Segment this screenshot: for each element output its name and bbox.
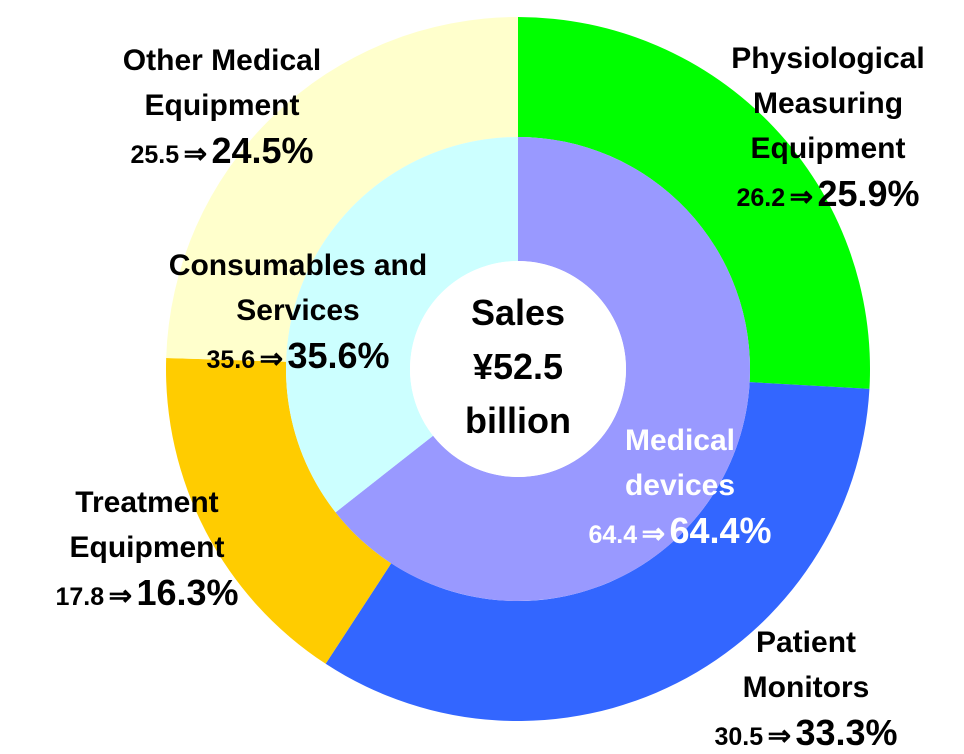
change-symbol: ⇒: [641, 518, 666, 549]
segment-label: Consumables and Services 35.6 ⇒ 35.6%: [163, 243, 433, 387]
previous-value: 25.5: [130, 141, 180, 169]
change-symbol: ⇒: [108, 580, 133, 611]
value-label: 64.4%: [669, 510, 772, 551]
previous-value: 17.8: [55, 583, 105, 611]
segment-value: 26.2 ⇒ 25.9%: [703, 171, 953, 225]
segment-name: Consumables and Services: [168, 249, 428, 327]
donut-segment: [518, 17, 870, 389]
value-label: 24.5%: [211, 130, 314, 171]
donut-hole: [410, 261, 626, 477]
donut-segment: [325, 382, 870, 721]
center-label: ¥52.5: [472, 346, 564, 387]
value-label: 16.3%: [136, 572, 239, 613]
previous-value: 35.6: [206, 346, 256, 374]
segment-value: 25.5 ⇒ 24.5%: [72, 128, 372, 182]
segment-value: 30.5 ⇒ 33.3%: [706, 710, 906, 754]
segment-name: Patient Monitors: [742, 626, 870, 704]
segment-value: 17.8 ⇒ 16.3%: [32, 570, 262, 624]
value-label: 35.6%: [287, 335, 390, 376]
donut-segment: [166, 357, 392, 664]
previous-value: 30.5: [714, 723, 764, 751]
segment-name: Treatment Equipment: [69, 486, 225, 564]
change-symbol: ⇒: [183, 138, 208, 169]
change-symbol: ⇒: [789, 181, 814, 212]
segment-name: Medical devices: [624, 424, 736, 502]
segment-label: Physiological Measuring Equipment 26.2 ⇒ …: [703, 36, 953, 225]
donut-segment: [166, 17, 518, 362]
segment-value: 35.6 ⇒ 35.6%: [163, 333, 433, 387]
segment-name: Physiological Measuring Equipment: [731, 42, 925, 165]
value-label: 33.3%: [795, 712, 898, 753]
change-symbol: ⇒: [767, 720, 792, 751]
value-label: 25.9%: [817, 173, 920, 214]
donut-segment: [286, 137, 518, 513]
center-label: billion: [465, 400, 571, 441]
segment-label: Patient Monitors 30.5 ⇒ 33.3%: [706, 620, 906, 754]
segment-label: Medical devices 64.4 ⇒ 64.4%: [580, 418, 780, 562]
segment-value: 64.4 ⇒ 64.4%: [580, 508, 780, 562]
change-symbol: ⇒: [259, 343, 284, 374]
previous-value: 64.4: [588, 521, 638, 549]
segment-name: Other Medical Equipment: [122, 44, 322, 122]
segment-label: Treatment Equipment 17.8 ⇒ 16.3%: [32, 480, 262, 624]
segment-label: Other Medical Equipment 25.5 ⇒ 24.5%: [72, 38, 372, 182]
donut-segment: [335, 137, 751, 601]
center-label: Sales: [470, 292, 566, 333]
previous-value: 26.2: [736, 184, 786, 212]
